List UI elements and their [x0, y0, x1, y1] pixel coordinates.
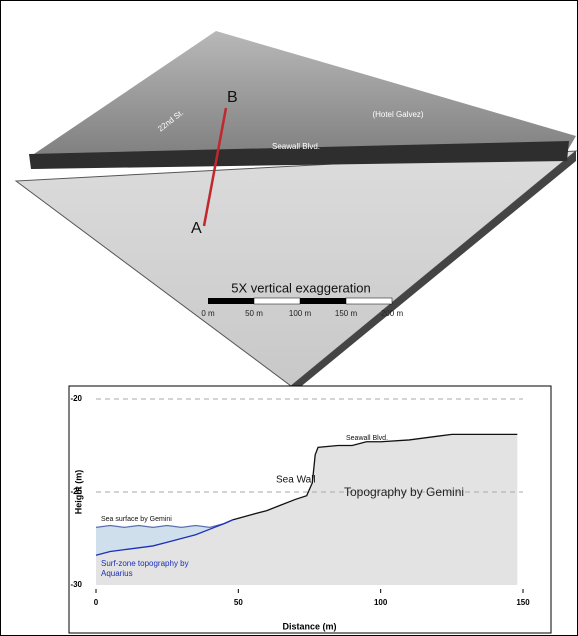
- hotel-label: (Hotel Galvez): [372, 110, 423, 119]
- figure: B A 22nd St. (Hotel Galvez) Seawall Blvd…: [0, 0, 578, 636]
- scale-bar: [208, 298, 254, 304]
- beach-relief: [16, 151, 576, 386]
- surf-zone-label: Surf-zone topography by Aquarius: [101, 559, 201, 579]
- label-b: B: [227, 89, 238, 106]
- scale-label: 150 m: [335, 309, 358, 318]
- scale-bar: [254, 298, 300, 304]
- scale-label: 100 m: [289, 309, 312, 318]
- series-label: Topography by Gemini: [344, 485, 464, 499]
- series-label: Sea surface by Gemini: [101, 516, 172, 523]
- exaggeration-label: 5X vertical exaggeration: [231, 280, 370, 295]
- scale-bar: [300, 298, 346, 304]
- x-tick-label: 50: [234, 598, 243, 607]
- x-tick-label: 150: [516, 598, 530, 607]
- y-tick-label: -20: [70, 394, 82, 403]
- scale-label: 200 m: [381, 309, 404, 318]
- y-axis-label: Height (m): [73, 470, 83, 515]
- x-tick-label: 100: [374, 598, 388, 607]
- x-tick-label: 0: [94, 598, 99, 607]
- scale-label: 50 m: [245, 309, 263, 318]
- annotation: Seawall Blvd.: [346, 435, 388, 442]
- x-axis-label: Distance (m): [282, 621, 336, 631]
- scale-label: 0 m: [201, 309, 215, 318]
- label-a: A: [191, 220, 202, 237]
- annotation: Sea Wall: [276, 475, 316, 486]
- seawall-label: Seawall Blvd.: [272, 142, 320, 151]
- scale-bar: [346, 298, 392, 304]
- figure-canvas: B A 22nd St. (Hotel Galvez) Seawall Blvd…: [1, 1, 577, 635]
- y-tick-label: -30: [70, 580, 82, 589]
